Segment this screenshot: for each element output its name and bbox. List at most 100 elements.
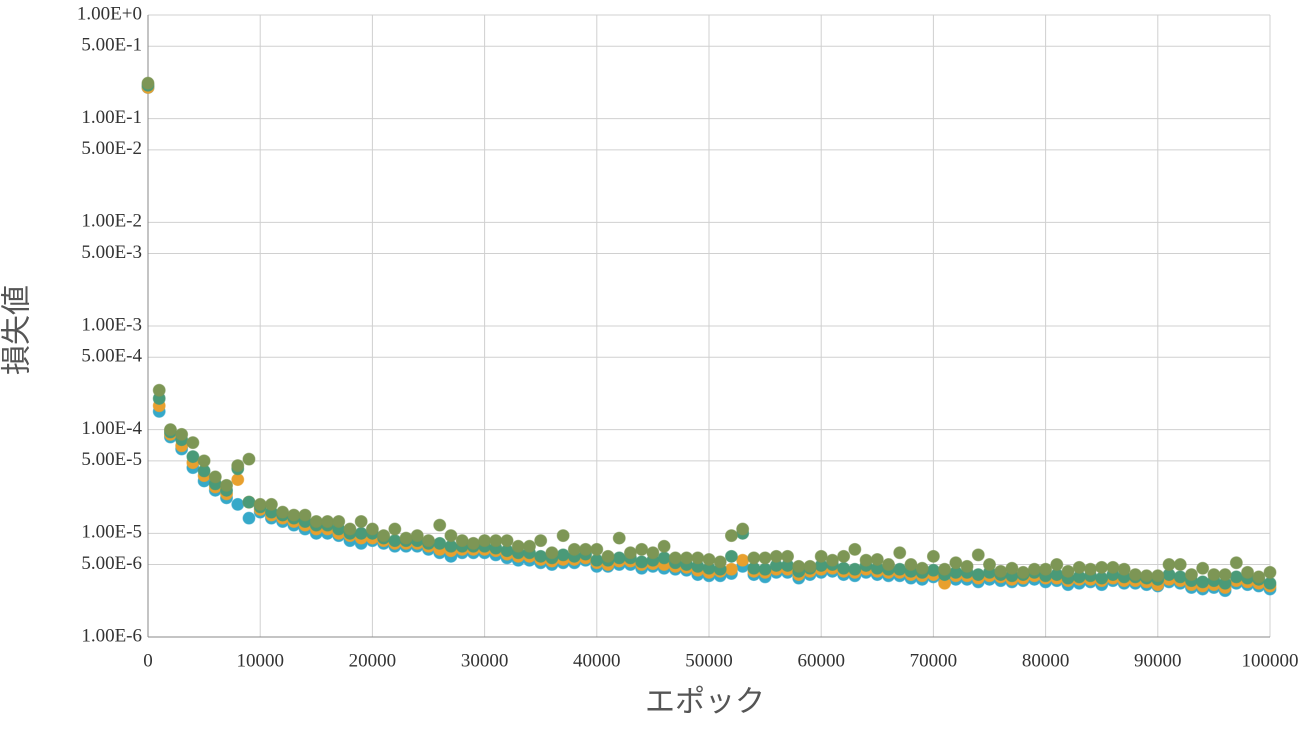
- data-point: [1173, 570, 1187, 584]
- data-point: [511, 539, 525, 553]
- data-point: [231, 497, 245, 511]
- data-point: [657, 551, 671, 565]
- data-point: [433, 518, 447, 532]
- data-point: [758, 551, 772, 565]
- data-point: [1173, 558, 1187, 572]
- y-tick-label: 5.00E-2: [81, 138, 142, 159]
- data-point: [1005, 561, 1019, 575]
- data-point: [1095, 571, 1109, 585]
- data-point: [848, 562, 862, 576]
- data-point: [825, 553, 839, 567]
- y-tick-label: 1.00E-5: [81, 522, 142, 543]
- data-point: [1184, 568, 1198, 582]
- data-point: [915, 561, 929, 575]
- data-point: [242, 511, 256, 525]
- data-point: [1140, 569, 1154, 583]
- data-point: [343, 522, 357, 536]
- data-point: [231, 473, 245, 487]
- data-point: [938, 562, 952, 576]
- data-point: [848, 542, 862, 556]
- data-point: [893, 546, 907, 560]
- data-point: [264, 497, 278, 511]
- y-tick-label: 5.00E-5: [81, 449, 142, 470]
- data-point: [186, 436, 200, 450]
- data-point: [702, 552, 716, 566]
- data-point: [1162, 558, 1176, 572]
- data-point: [1061, 564, 1075, 578]
- data-point: [803, 559, 817, 573]
- data-point: [579, 542, 593, 556]
- x-tick-label: 30000: [461, 650, 509, 671]
- data-point: [590, 542, 604, 556]
- data-point: [668, 551, 682, 565]
- data-point: [1252, 570, 1266, 584]
- data-point: [814, 549, 828, 563]
- y-tick-label: 1.00E-4: [81, 418, 142, 439]
- data-point: [309, 515, 323, 529]
- x-tick-label: 50000: [685, 650, 733, 671]
- data-point: [590, 553, 604, 567]
- data-point: [971, 548, 985, 562]
- data-point: [522, 539, 536, 553]
- data-point: [377, 529, 391, 543]
- data-point: [298, 508, 312, 522]
- data-point: [287, 508, 301, 522]
- data-point: [882, 558, 896, 572]
- x-tick-label: 10000: [236, 650, 284, 671]
- data-point: [657, 539, 671, 553]
- data-point: [253, 497, 267, 511]
- data-point: [545, 546, 559, 560]
- data-point: [893, 562, 907, 576]
- y-tick-label: 1.00E-3: [81, 314, 142, 335]
- data-point: [354, 515, 368, 529]
- data-point: [713, 555, 727, 569]
- y-tick-label: 1.00E-6: [81, 625, 142, 646]
- data-point: [388, 522, 402, 536]
- data-point: [242, 452, 256, 466]
- data-point: [1050, 558, 1064, 572]
- data-point: [410, 529, 424, 543]
- data-point: [208, 470, 222, 484]
- data-point: [769, 549, 783, 563]
- data-point: [1229, 570, 1243, 584]
- data-point: [1229, 556, 1243, 570]
- data-point: [1207, 568, 1221, 582]
- data-point: [489, 534, 503, 548]
- data-point: [186, 450, 200, 464]
- data-point: [444, 529, 458, 543]
- data-point: [534, 549, 548, 563]
- y-tick-label: 1.00E+0: [77, 3, 142, 24]
- data-point: [242, 495, 256, 509]
- data-point: [837, 561, 851, 575]
- data-point: [1263, 565, 1277, 579]
- data-point: [949, 556, 963, 570]
- data-point: [747, 551, 761, 565]
- data-point: [163, 423, 177, 437]
- y-tick-label: 5.00E-1: [81, 35, 142, 56]
- x-tick-label: 20000: [349, 650, 397, 671]
- data-point: [781, 549, 795, 563]
- data-point: [1072, 560, 1086, 574]
- data-point: [152, 383, 166, 397]
- data-point: [556, 548, 570, 562]
- data-point: [500, 534, 514, 548]
- data-point: [466, 536, 480, 550]
- data-point: [422, 534, 435, 548]
- data-point: [724, 529, 738, 543]
- data-point: [1027, 562, 1041, 576]
- data-point: [1039, 562, 1053, 576]
- data-point: [175, 427, 189, 441]
- data-point: [837, 549, 851, 563]
- data-point: [556, 529, 570, 543]
- data-point: [478, 534, 492, 548]
- data-point: [971, 568, 985, 582]
- data-point: [1106, 560, 1120, 574]
- data-point: [534, 534, 548, 548]
- data-point: [1095, 560, 1109, 574]
- data-point: [197, 454, 211, 468]
- data-point: [321, 515, 335, 529]
- data-point: [736, 553, 750, 567]
- data-point: [758, 562, 772, 576]
- data-point: [332, 515, 346, 529]
- data-point: [904, 558, 918, 572]
